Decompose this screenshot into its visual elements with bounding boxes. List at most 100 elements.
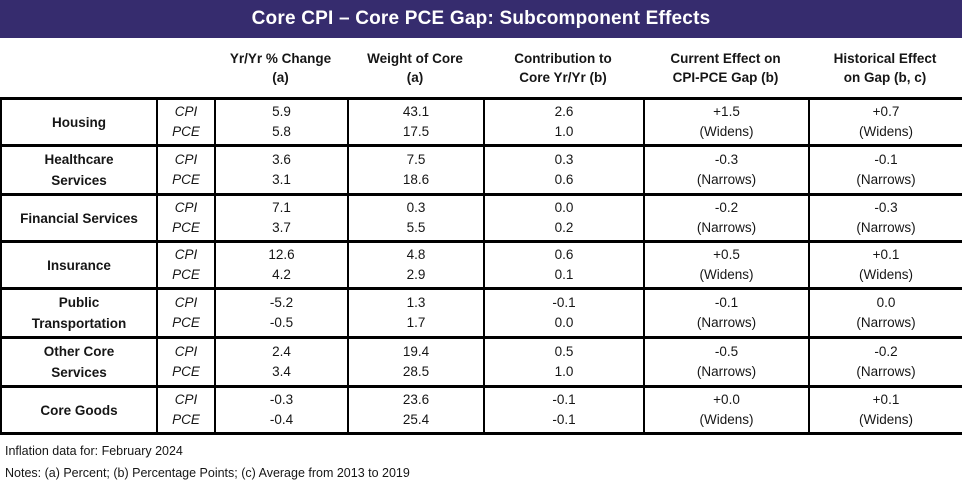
current-effect-direction: (Narrows) [696, 315, 757, 330]
current-effect-cell: -0.5 (Narrows) [643, 336, 810, 388]
cpi-weight-value: 43.1 [402, 104, 430, 119]
category-cell: Financial Services [0, 193, 158, 243]
yoy-change-cell: 5.9 5.8 [214, 97, 349, 147]
cpi-contribution-value: 0.0 [554, 200, 574, 215]
historical-effect-value: -0.3 [874, 200, 898, 215]
current-effect-direction: (Widens) [699, 267, 754, 282]
pce-label: PCE [172, 267, 200, 282]
column-header-historical-effect: Historical Effect on Gap (b, c) [808, 49, 962, 87]
pce-weight-value: 18.6 [402, 172, 430, 187]
historical-effect-cell: -0.1 (Narrows) [808, 144, 962, 196]
category-cell: Healthcare Services [0, 144, 158, 196]
cpi-yoy-value: -0.3 [269, 392, 294, 407]
pce-contribution-value: 1.0 [554, 364, 574, 379]
measure-labels-cell: CPI PCE [156, 336, 216, 388]
cpi-yoy-value: 12.6 [268, 247, 295, 262]
historical-effect-cell: -0.2 (Narrows) [808, 336, 962, 388]
historical-effect-cell: +0.1 (Widens) [808, 385, 962, 435]
column-header-line: (a) [272, 69, 289, 85]
current-effect-cell: -0.3 (Narrows) [643, 144, 810, 196]
data-table: Housing CPI PCE 5.9 5.8 43.1 17.5 2.6 1.… [0, 97, 962, 435]
historical-effect-direction: (Widens) [858, 412, 913, 427]
column-header-line: on Gap (b, c) [843, 69, 927, 85]
column-header-current-effect: Current Effect on CPI-PCE Gap (b) [643, 49, 808, 87]
pce-contribution-value: -0.1 [552, 412, 576, 427]
current-effect-direction: (Narrows) [696, 364, 757, 379]
historical-effect-direction: (Widens) [858, 124, 913, 139]
current-effect-value: -0.1 [714, 295, 739, 310]
historical-effect-cell: -0.3 (Narrows) [808, 193, 962, 243]
pce-yoy-value: 3.1 [272, 172, 291, 187]
pce-yoy-value: 3.4 [272, 364, 291, 379]
cpi-yoy-value: 2.4 [272, 344, 291, 359]
measure-labels-cell: CPI PCE [156, 385, 216, 435]
weight-cell: 7.5 18.6 [347, 144, 485, 196]
cpi-weight-value: 4.8 [406, 247, 426, 262]
footnote-notes: Notes: (a) Percent; (b) Percentage Point… [5, 466, 410, 480]
yoy-change-cell: 12.6 4.2 [214, 240, 349, 290]
pce-contribution-value: 0.0 [554, 315, 574, 330]
table-row: Core Goods CPI PCE -0.3 -0.4 23.6 25.4 -… [0, 385, 962, 435]
cpi-contribution-value: 0.5 [554, 344, 574, 359]
weight-cell: 4.8 2.9 [347, 240, 485, 290]
historical-effect-direction: (Narrows) [856, 172, 916, 187]
cpi-label: CPI [174, 295, 198, 310]
cpi-yoy-value: 3.6 [272, 152, 291, 167]
table-row: Public Transportation CPI PCE -5.2 -0.5 … [0, 287, 962, 339]
current-effect-cell: +0.0 (Widens) [643, 385, 810, 435]
weight-cell: 1.3 1.7 [347, 287, 485, 339]
historical-effect-value: -0.2 [874, 344, 898, 359]
pce-label: PCE [172, 364, 200, 379]
pce-contribution-value: 0.6 [554, 172, 574, 187]
current-effect-cell: -0.2 (Narrows) [643, 193, 810, 243]
pce-label: PCE [172, 124, 200, 139]
column-header-line: Historical Effect [833, 50, 937, 66]
historical-effect-direction: (Narrows) [856, 315, 916, 330]
pce-label: PCE [172, 172, 200, 187]
category-cell: Core Goods [0, 385, 158, 435]
current-effect-value: -0.2 [714, 200, 739, 215]
contribution-cell: 0.6 0.1 [483, 240, 645, 290]
historical-effect-cell: 0.0 (Narrows) [808, 287, 962, 339]
yoy-change-cell: -0.3 -0.4 [214, 385, 349, 435]
cpi-yoy-value: 7.1 [272, 200, 291, 215]
category-cell: Public Transportation [0, 287, 158, 339]
current-effect-direction: (Narrows) [696, 172, 757, 187]
current-effect-cell: +0.5 (Widens) [643, 240, 810, 290]
contribution-cell: 0.0 0.2 [483, 193, 645, 243]
contribution-cell: -0.1 0.0 [483, 287, 645, 339]
category-cell: Other Core Services [0, 336, 158, 388]
historical-effect-value: +0.1 [872, 392, 900, 407]
table-row: Housing CPI PCE 5.9 5.8 43.1 17.5 2.6 1.… [0, 97, 962, 147]
measure-labels-cell: CPI PCE [156, 240, 216, 290]
column-header-weight: Weight of Core (a) [347, 49, 483, 87]
table-row: Financial Services CPI PCE 7.1 3.7 0.3 5… [0, 193, 962, 243]
table-row: Insurance CPI PCE 12.6 4.2 4.8 2.9 0.6 0… [0, 240, 962, 290]
table-row: Healthcare Services CPI PCE 3.6 3.1 7.5 … [0, 144, 962, 196]
cpi-label: CPI [174, 344, 198, 359]
table-row: Other Core Services CPI PCE 2.4 3.4 19.4… [0, 336, 962, 388]
column-header-line: Yr/Yr % Change [229, 50, 332, 66]
cpi-label: CPI [174, 152, 198, 167]
pce-contribution-value: 0.1 [554, 267, 574, 282]
historical-effect-direction: (Narrows) [856, 364, 916, 379]
footnotes: Inflation data for: February 2024 Notes:… [0, 435, 962, 484]
pce-weight-value: 17.5 [402, 124, 430, 139]
cpi-contribution-value: 2.6 [554, 104, 574, 119]
column-header-line: Core Yr/Yr (b) [519, 69, 607, 85]
column-header-line: Weight of Core [367, 50, 463, 66]
pce-weight-value: 5.5 [406, 220, 426, 235]
measure-labels-cell: CPI PCE [156, 193, 216, 243]
column-headers: Yr/Yr % Change (a) Weight of Core (a) Co… [0, 38, 962, 97]
historical-effect-value: 0.0 [876, 295, 896, 310]
yoy-change-cell: 3.6 3.1 [214, 144, 349, 196]
weight-cell: 19.4 28.5 [347, 336, 485, 388]
column-header-yoy-change: Yr/Yr % Change (a) [214, 49, 347, 87]
yoy-change-cell: 7.1 3.7 [214, 193, 349, 243]
historical-effect-cell: +0.7 (Widens) [808, 97, 962, 147]
current-effect-value: -0.3 [714, 152, 739, 167]
column-header-line: CPI-PCE Gap (b) [672, 69, 779, 85]
column-header-line: Current Effect on [670, 50, 781, 66]
title-bar: Core CPI – Core PCE Gap: Subcomponent Ef… [0, 0, 962, 38]
cpi-label: CPI [174, 247, 198, 262]
